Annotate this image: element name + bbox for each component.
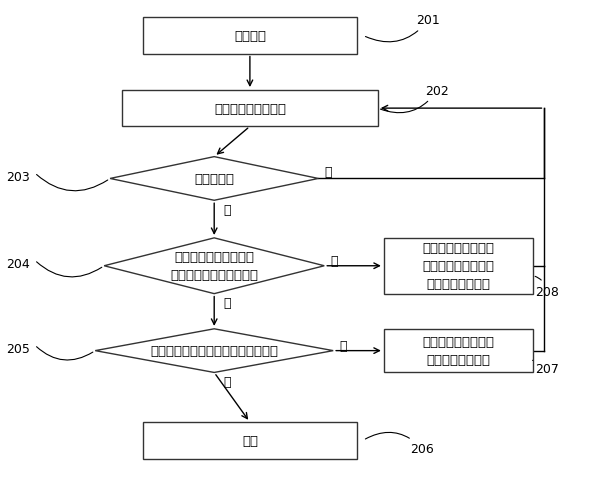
Text: 202: 202 [380, 84, 449, 113]
Text: 报警: 报警 [242, 434, 258, 447]
Polygon shape [104, 239, 324, 294]
Text: 否: 否 [324, 166, 332, 178]
Text: 是: 是 [223, 296, 231, 309]
Bar [143, 422, 357, 459]
Text: 获取线程的运行参数: 获取线程的运行参数 [214, 103, 286, 115]
Text: 是: 是 [223, 203, 231, 216]
Text: 206: 206 [365, 433, 434, 455]
Text: 否: 否 [330, 255, 338, 268]
Polygon shape [110, 157, 318, 201]
Text: 程序开始: 程序开始 [234, 30, 266, 43]
Text: 205: 205 [6, 342, 30, 355]
Text: 208: 208 [535, 277, 559, 298]
Text: 线程的优先级达到预置
优先级范围内的最大値？: 线程的优先级达到预置 优先级范围内的最大値？ [170, 251, 258, 282]
Text: 是: 是 [223, 375, 231, 388]
Text: 204: 204 [6, 257, 30, 270]
Text: 将线程绑定至预先设
定的处理器内核上: 将线程绑定至预先设 定的处理器内核上 [422, 335, 494, 366]
Text: 将优先级由第一优先
级调整至大于第一优
先级的第二优先级: 将优先级由第一优先 级调整至大于第一优 先级的第二优先级 [422, 242, 494, 291]
Bar [122, 91, 378, 127]
Text: 203: 203 [6, 170, 30, 183]
Bar [143, 18, 357, 54]
Text: 否: 否 [339, 340, 347, 352]
Bar [384, 239, 533, 294]
Text: 201: 201 [365, 14, 440, 43]
Polygon shape [95, 329, 333, 373]
Bar [384, 329, 533, 373]
Text: 线程延时？: 线程延时？ [194, 173, 234, 185]
Text: 线程绑定至预先设定的处理器内核？: 线程绑定至预先设定的处理器内核？ [150, 345, 278, 357]
Text: 207: 207 [533, 361, 559, 376]
